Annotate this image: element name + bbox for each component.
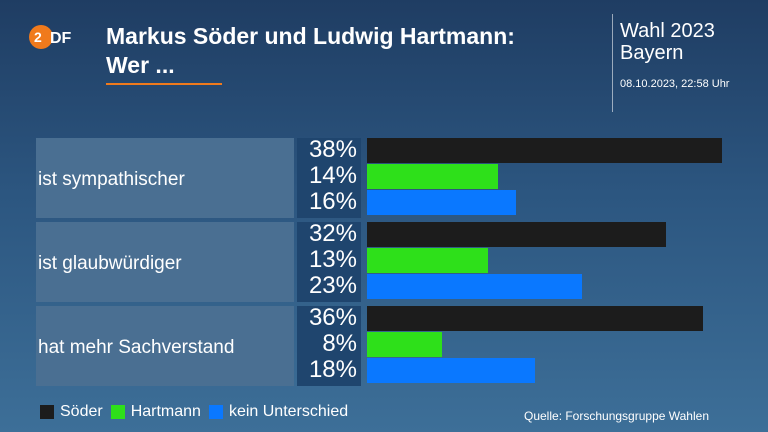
legend-swatch-soeder (40, 405, 54, 419)
title-underline (106, 83, 222, 85)
bar-söder (367, 138, 722, 163)
data-label-söder: 36% (308, 304, 357, 331)
data-label-hartmann: 13% (308, 246, 357, 273)
data-label-söder: 32% (308, 220, 357, 247)
data-label-söder: 38% (308, 136, 357, 163)
category-label: ist sympathischer (38, 169, 185, 190)
legend-swatch-kein-unterschied (208, 405, 223, 419)
bar-söder (367, 306, 703, 331)
chart-title: Markus Söder und Ludwig Hartmann: Wer ..… (106, 23, 515, 78)
legend-item-kein-unterschied: kein Unterschied (208, 403, 349, 421)
source-note: Quelle: Forschungsgruppe Wahlen (524, 409, 709, 423)
svg-text:2: 2 (34, 29, 42, 45)
legend-item-soeder: Söder (40, 403, 103, 421)
data-label-hartmann: 14% (308, 162, 357, 189)
bar-kein-unterschied (367, 358, 535, 383)
category-box-2 (36, 306, 294, 386)
bar-hartmann (367, 164, 498, 189)
data-label-hartmann: 8% (322, 330, 357, 357)
data-label-kein-unterschied: 23% (308, 272, 357, 299)
category-box-0 (36, 138, 294, 218)
legend: Söder Hartmann kein Unterschied (40, 403, 356, 421)
svg-text:DF: DF (50, 30, 72, 47)
percent-column-0 (297, 138, 361, 218)
legend-label-soeder: Söder (60, 403, 103, 420)
header-divider (612, 14, 613, 112)
legend-swatch-hartmann (110, 405, 125, 419)
bar-hartmann (367, 248, 488, 273)
data-label-kein-unterschied: 16% (308, 188, 357, 215)
zdf-logo: 2 DF (29, 25, 72, 49)
legend-item-hartmann: Hartmann (110, 403, 201, 421)
election-region: Bayern (620, 42, 684, 64)
legend-label-kein-unterschied: kein Unterschied (228, 403, 349, 420)
category-label: ist glaubwürdiger (38, 253, 182, 274)
bar-hartmann (367, 332, 442, 357)
legend-label-hartmann: Hartmann (130, 403, 201, 420)
bar-kein-unterschied (367, 190, 516, 215)
bar-kein-unterschied (367, 274, 582, 299)
election-title: Wahl 2023 (620, 20, 715, 42)
timestamp: 08.10.2023, 22:58 Uhr (620, 78, 730, 90)
data-label-kein-unterschied: 18% (308, 356, 357, 383)
percent-column-2 (297, 306, 361, 386)
percent-column-1 (297, 222, 361, 302)
bar-söder (367, 222, 666, 247)
category-box-1 (36, 222, 294, 302)
category-label: hat mehr Sachverstand (38, 337, 235, 358)
